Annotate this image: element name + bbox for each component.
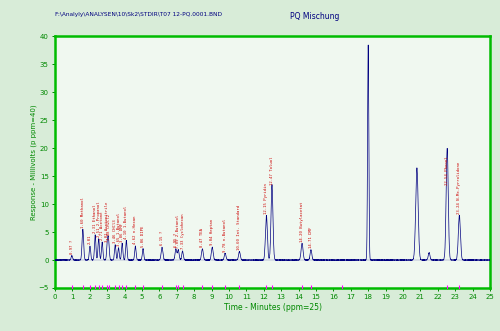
Text: 0.97 ?: 0.97 ? (70, 240, 74, 254)
Text: 6.95 ?: 6.95 ? (174, 233, 178, 247)
Text: 9.78 n-Butanol: 9.78 n-Butanol (223, 218, 227, 252)
Text: 14.20 Butylacetat: 14.20 Butylacetat (300, 201, 304, 242)
Text: 4.62 n-Hexan: 4.62 n-Hexan (134, 216, 138, 244)
Text: 3.01 Acetonitrile: 3.01 Acetonitrile (106, 201, 110, 242)
Text: 22.54 Phenol: 22.54 Phenol (445, 156, 449, 185)
Text: 3.65 1-Butanol: 3.65 1-Butanol (116, 213, 120, 246)
Text: PQ Mischung: PQ Mischung (290, 12, 340, 21)
Text: 7.33 Cyclohexan: 7.33 Cyclohexan (180, 214, 184, 249)
Text: 4.10 1-Butanol: 4.10 1-Butanol (124, 206, 128, 239)
Text: 2.51 2-Propanol: 2.51 2-Propanol (96, 202, 100, 237)
Text: 14.71 DMF: 14.71 DMF (309, 227, 313, 248)
Text: 8.47 TEA: 8.47 TEA (200, 228, 204, 247)
Text: 2.31 Ethanol: 2.31 Ethanol (93, 205, 97, 233)
Text: 9.04 Heptan: 9.04 Heptan (210, 219, 214, 246)
Text: 2.01: 2.01 (88, 235, 92, 244)
Text: 3.46 CHCl3: 3.46 CHCl3 (113, 219, 117, 243)
Text: F:\Analyly\ANALYSEN\10\Sk2\STDIR\T07 12-PQ.0001.BND: F:\Analyly\ANALYSEN\10\Sk2\STDIR\T07 12-… (55, 12, 222, 17)
Y-axis label: Response - Millivolts (p ppm=40): Response - Millivolts (p ppm=40) (30, 104, 37, 220)
Text: 1.60 Methanol: 1.60 Methanol (81, 197, 85, 228)
Text: 10.60 Int. Standard: 10.60 Int. Standard (238, 205, 242, 250)
X-axis label: Time - Minutes (ppm=25): Time - Minutes (ppm=25) (224, 303, 322, 312)
Text: 3.08 CH2Cl2: 3.08 CH2Cl2 (106, 214, 110, 240)
Text: 12.47 Toluol: 12.47 Toluol (270, 156, 274, 185)
Text: 2.71 Acetone: 2.71 Acetone (100, 212, 104, 240)
Text: 12.15 Pyridin: 12.15 Pyridin (264, 183, 268, 213)
Text: 7.09 2-Butanol: 7.09 2-Butanol (176, 215, 180, 248)
Text: 3.86 DMF: 3.86 DMF (120, 222, 124, 242)
Text: 23.24 N-Me-Pyrrolidone: 23.24 N-Me-Pyrrolidone (458, 162, 462, 213)
Text: 6.15 ?: 6.15 ? (160, 231, 164, 246)
Text: 5.06 DIPE: 5.06 DIPE (141, 226, 145, 247)
